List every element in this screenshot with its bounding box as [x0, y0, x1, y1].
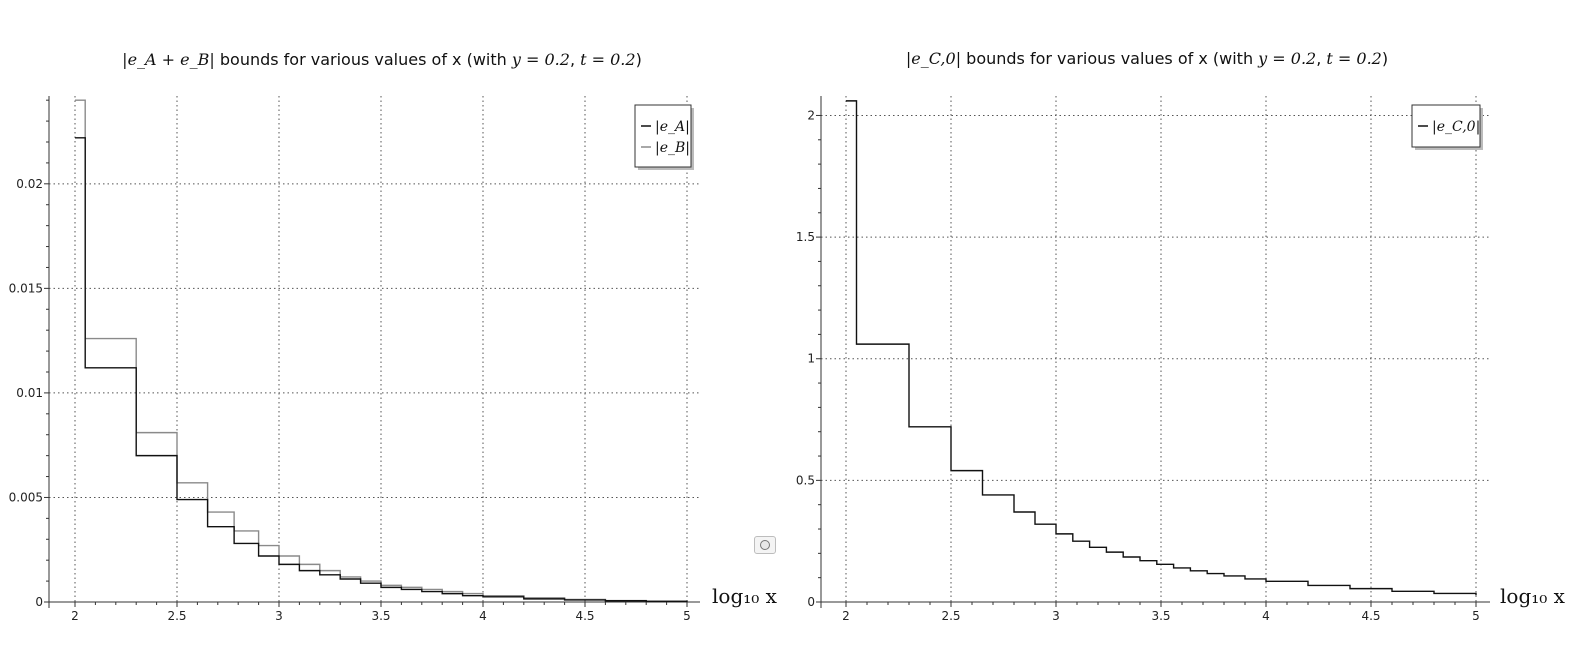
chart-left-title-sep: , [570, 50, 580, 69]
chart-left-x-tick-label: 2 [71, 609, 79, 623]
chart-left-series-0 [75, 137, 688, 603]
chart-right-legend: |e_C,0| [1411, 104, 1483, 150]
chart-right-x-tick-label: 4 [1262, 609, 1270, 623]
chart-left-title-math: |e_A + e_B| [122, 50, 215, 69]
chart-left-x-axis-title: log₁₀ x [712, 584, 778, 608]
legend-label-e-b: |e_B| [655, 140, 690, 156]
chart-right-x-tick-label: 4.5 [1361, 609, 1380, 623]
chart-right-title-close: ) [1382, 49, 1388, 68]
chart-left-x-tick-label: 4 [479, 609, 487, 623]
chart-left-title-y: y = 0.2 [511, 50, 570, 69]
chart-left-x-tick-label: 4.5 [575, 609, 594, 623]
chart-right-x-tick-label: 2 [842, 609, 850, 623]
chart-right-title: |e_C,0| bounds for various values of x (… [906, 49, 1388, 68]
chart-left-title-close: ) [636, 50, 642, 69]
chart-right: |e_C,0| bounds for various values of x (… [796, 49, 1566, 623]
chart-left-y-tick-label: 0.01 [16, 386, 43, 400]
chart-right-series-0 [846, 100, 1477, 596]
chart-left-x-tick-label: 3 [275, 609, 283, 623]
chart-right-y-tick-label: 1 [807, 352, 815, 366]
chart-left-x-tick-label: 3.5 [371, 609, 390, 623]
chart-right-y-tick-label: 0 [807, 595, 815, 609]
chart-left-x-tick-label: 5 [683, 609, 691, 623]
chart-right-title-y: y = 0.2 [1257, 49, 1316, 68]
chart-left-y-tick-label: 0.005 [9, 490, 43, 504]
chart-left: |e_A + e_B| bounds for various values of… [9, 50, 778, 623]
chart-right-x-tick-label: 2.5 [941, 609, 960, 623]
chart-left-y-tick-label: 0.015 [9, 281, 43, 295]
chart-left-title-t: t = 0.2 [580, 50, 635, 69]
chart-right-title-sep: , [1316, 49, 1326, 68]
chart-left-axes: 2 2.5 3 3.5 4 4.5 5 0 0.005 0.01 0.015 0.02 [9, 96, 700, 623]
chart-left-legend: |e_A| |e_B| [634, 104, 694, 170]
chart-left-title-text: bounds for various values of x (with [215, 50, 512, 69]
chart-right-x-tick-label: 3 [1052, 609, 1060, 623]
chart-right-y-tick-label: 0.5 [796, 473, 815, 487]
chart-left-series-1 [75, 99, 688, 602]
chart-right-title-text: bounds for various values of x (with [961, 49, 1258, 68]
chart-left-legend-box [634, 104, 692, 168]
chart-left-y-tick-label: 0.02 [16, 177, 43, 191]
legend-label-e-a: |e_A| [655, 119, 690, 135]
chart-right-x-tick-label: 3.5 [1151, 609, 1170, 623]
chart-left-x-tick-label: 2.5 [167, 609, 186, 623]
chart-left-grid [49, 96, 700, 602]
chart-right-axes: 2 2.5 3 3.5 4 4.5 5 0 0.5 1 1.5 2 [796, 96, 1490, 623]
toggle-button[interactable] [754, 536, 776, 554]
chart-right-series-layer [846, 100, 1477, 596]
chart-right-x-axis-title: log₁₀ x [1500, 584, 1566, 608]
chart-right-grid [821, 96, 1490, 602]
chart-right-title-t: t = 0.2 [1326, 49, 1381, 68]
chart-left-y-tick-label: 0 [35, 595, 43, 609]
chart-right-y-tick-label: 2 [807, 108, 815, 122]
chart-left-series-layer [75, 99, 688, 603]
chart-right-title-math: |e_C,0| [906, 49, 961, 68]
chart-right-y-tick-label: 1.5 [796, 230, 815, 244]
legend-label-e-c0: |e_C,0| [1432, 119, 1480, 135]
chart-left-title: |e_A + e_B| bounds for various values of… [122, 50, 642, 69]
circle-icon [760, 540, 770, 550]
chart-right-x-tick-label: 5 [1472, 609, 1480, 623]
